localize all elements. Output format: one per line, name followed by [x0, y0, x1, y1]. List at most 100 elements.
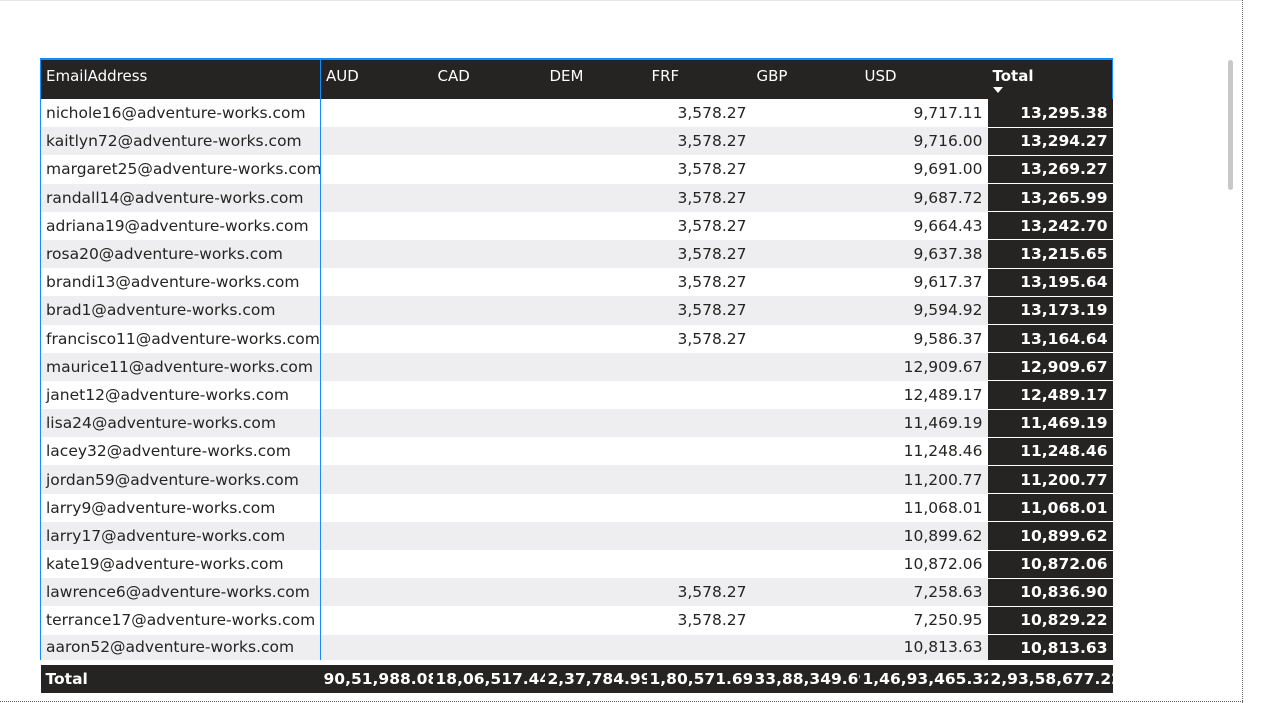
table-row[interactable]: larry9@adventure-works.com 11,068.01 11,06…	[40, 493, 1113, 523]
matrix-visual[interactable]: EmailAddress AUD CAD DEM FRF GBP USD Tot…	[40, 58, 1113, 693]
email-cell: maurice11@adventure-works.com	[40, 352, 321, 381]
aud-cell	[320, 352, 433, 381]
column-header-aud[interactable]: AUD	[320, 58, 433, 99]
table-row[interactable]: terrance17@adventure-works.com 3,578.27 7,…	[40, 606, 1113, 636]
column-header-gbp[interactable]: GBP	[751, 58, 860, 99]
dem-cell	[544, 578, 647, 607]
table-row[interactable]: maurice11@adventure-works.com 12,909.67 12…	[40, 352, 1113, 382]
usd-cell: 9,716.00	[859, 127, 988, 156]
gbp-cell	[751, 493, 860, 522]
dem-cell	[544, 239, 647, 269]
email-cell: adriana19@adventure-works.com	[40, 211, 321, 240]
frf-cell	[646, 437, 752, 466]
aud-cell	[320, 606, 433, 635]
cad-cell	[432, 239, 545, 269]
table-row[interactable]: aaron52@adventure-works.com 10,813.63 10,8…	[40, 634, 1113, 664]
dem-cell	[544, 493, 647, 522]
usd-cell: 10,899.62	[859, 521, 988, 550]
cad-cell	[432, 437, 545, 466]
grand-total-usd: 1,46,93,465.32	[859, 660, 988, 693]
total-cell: 10,813.63	[987, 634, 1113, 664]
cad-cell	[432, 550, 545, 579]
gbp-cell	[751, 550, 860, 579]
column-header-total[interactable]: Total	[987, 58, 1113, 99]
table-row[interactable]: lacey32@adventure-works.com 11,248.46 11,2…	[40, 437, 1113, 466]
frf-cell	[646, 550, 752, 579]
matrix-scrollbar[interactable]	[1226, 56, 1236, 696]
grand-total-frf: 1,80,571.69	[646, 660, 752, 693]
frf-cell	[646, 465, 752, 494]
column-header-usd[interactable]: USD	[859, 58, 988, 99]
table-row[interactable]: margaret25@adventure-works.com 3,578.27 9,…	[40, 155, 1113, 185]
gbp-cell	[751, 324, 860, 353]
cad-cell	[432, 521, 545, 550]
email-cell: janet12@adventure-works.com	[40, 380, 321, 410]
table-row[interactable]: kate19@adventure-works.com 10,872.06 10,87…	[40, 550, 1113, 579]
table-row[interactable]: larry17@adventure-works.com 10,899.62 10,8…	[40, 521, 1113, 551]
dem-cell	[544, 296, 647, 325]
table-row[interactable]: francisco11@adventure-works.com 3,578.27 9…	[40, 324, 1113, 354]
dem-cell	[544, 606, 647, 635]
frf-cell: 3,578.27	[646, 268, 752, 297]
table-row[interactable]: kaitlyn72@adventure-works.com 3,578.27 9,7…	[40, 127, 1113, 156]
usd-cell: 9,586.37	[859, 324, 988, 353]
column-header-dem[interactable]: DEM	[544, 58, 647, 99]
aud-cell	[320, 409, 433, 438]
table-row[interactable]: adriana19@adventure-works.com 3,578.27 9,6…	[40, 211, 1113, 241]
email-cell: brad1@adventure-works.com	[40, 296, 321, 325]
aud-cell	[320, 99, 433, 128]
email-cell: larry17@adventure-works.com	[40, 521, 321, 550]
total-cell: 13,295.38	[987, 99, 1113, 128]
email-cell: randall14@adventure-works.com	[40, 183, 321, 212]
aud-cell	[320, 155, 433, 184]
table-row[interactable]: janet12@adventure-works.com 12,489.17 12,4…	[40, 380, 1113, 410]
email-cell: larry9@adventure-works.com	[40, 493, 321, 522]
aud-cell	[320, 268, 433, 297]
cad-cell	[432, 127, 545, 156]
email-cell: rosa20@adventure-works.com	[40, 239, 321, 269]
table-row[interactable]: brandi13@adventure-works.com 3,578.27 9,61…	[40, 268, 1113, 297]
email-cell: aaron52@adventure-works.com	[40, 634, 321, 664]
grand-total-total: 2,93,58,677.22	[987, 660, 1113, 693]
table-row[interactable]: lawrence6@adventure-works.com 3,578.27 7,2…	[40, 578, 1113, 607]
matrix-table: EmailAddress AUD CAD DEM FRF GBP USD Tot…	[40, 58, 1113, 693]
aud-cell	[320, 183, 433, 212]
email-cell: nichole16@adventure-works.com	[40, 99, 321, 128]
total-cell: 10,899.62	[987, 521, 1113, 551]
column-header-emailaddress[interactable]: EmailAddress	[40, 58, 321, 99]
total-cell: 13,173.19	[987, 296, 1113, 326]
gbp-cell	[751, 352, 860, 381]
usd-cell: 7,250.95	[859, 606, 988, 635]
cad-cell	[432, 578, 545, 607]
table-row[interactable]: lisa24@adventure-works.com 11,469.19 11,46…	[40, 409, 1113, 438]
dem-cell	[544, 550, 647, 579]
total-cell: 13,242.70	[987, 211, 1113, 241]
total-cell: 11,068.01	[987, 493, 1113, 523]
gbp-cell	[751, 606, 860, 635]
table-row[interactable]: randall14@adventure-works.com 3,578.27 9,6…	[40, 183, 1113, 213]
dem-cell	[544, 437, 647, 466]
column-header-cad[interactable]: CAD	[432, 58, 545, 99]
frf-cell: 3,578.27	[646, 99, 752, 128]
dem-cell	[544, 155, 647, 184]
grand-total-dem: 2,37,784.99	[544, 660, 647, 693]
column-header-total-label: Total	[992, 67, 1034, 85]
aud-cell	[320, 127, 433, 156]
cad-cell	[432, 99, 545, 128]
table-row[interactable]: jordan59@adventure-works.com 11,200.77 11,…	[40, 465, 1113, 495]
aud-cell	[320, 578, 433, 607]
table-row[interactable]: nichole16@adventure-works.com 3,578.27 9,7…	[40, 99, 1113, 128]
usd-cell: 9,717.11	[859, 99, 988, 128]
column-header-frf[interactable]: FRF	[646, 58, 752, 99]
frf-cell	[646, 380, 752, 410]
table-row[interactable]: rosa20@adventure-works.com 3,578.27 9,637.…	[40, 239, 1113, 269]
dem-cell	[544, 268, 647, 297]
frf-cell	[646, 409, 752, 438]
total-cell: 13,265.99	[987, 183, 1113, 213]
frf-cell: 3,578.27	[646, 155, 752, 184]
dem-cell	[544, 521, 647, 550]
aud-cell	[320, 437, 433, 466]
frf-cell: 3,578.27	[646, 324, 752, 353]
scrollbar-thumb[interactable]	[1228, 60, 1233, 190]
table-row[interactable]: brad1@adventure-works.com 3,578.27 9,594.9…	[40, 296, 1113, 326]
